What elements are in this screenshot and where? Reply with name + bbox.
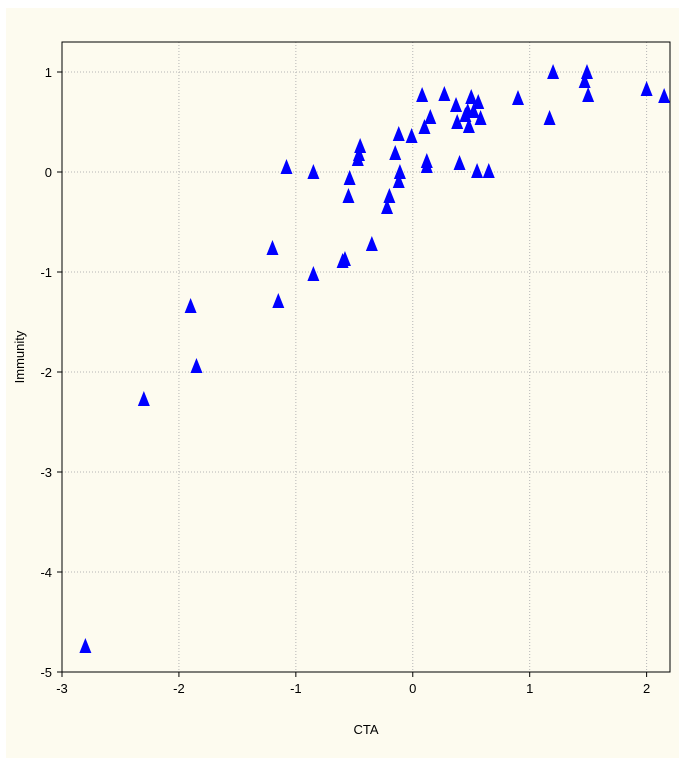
y-tick-label: -3 [40,465,52,480]
data-point-marker [354,138,367,153]
x-axis-ticks: -3 -2 -1 0 1 2 [56,672,650,696]
data-point-marker [280,159,293,174]
data-point-marker [383,188,396,203]
x-tick-label: 1 [526,681,533,696]
data-point-marker [389,145,402,160]
y-tick-label: 1 [45,65,52,80]
plot-area-border [61,41,671,673]
data-point-marker [365,236,378,251]
data-point-marker [472,94,485,109]
data-point-marker [467,103,480,118]
data-point-marker [392,126,405,141]
y-tick-label: -1 [40,265,52,280]
data-point-marker [438,86,451,101]
y-tick-label: -2 [40,365,52,380]
x-tick-label: -1 [290,681,302,696]
data-point-marker [450,97,463,112]
x-axis-title: CTA [353,722,378,737]
data-point-marker [342,188,355,203]
data-point-marker [137,391,150,406]
x-tick-label: 2 [643,681,650,696]
y-tick-label: 0 [45,165,52,180]
data-point-marker [190,358,203,373]
y-axis-title: Immunity [12,330,27,383]
data-point-marker [418,119,431,134]
data-point-marker [352,146,365,161]
data-point-marker [658,88,671,103]
data-point-marker [451,114,464,129]
data-point-marker [184,298,197,313]
y-axis-ticks: -5 -4 -3 -2 -1 0 1 [40,65,62,680]
data-point-marker [580,64,593,79]
data-point-marker [393,164,406,179]
x-tick-label: -3 [56,681,68,696]
data-point-marker [471,163,484,178]
data-point-marker [343,170,356,185]
data-point-marker [547,64,560,79]
chart-frame: -3 -2 -1 0 1 2 -5 -4 -3 -2 -1 0 1 CTA Immunity [6,8,679,758]
y-tick-label: -4 [40,565,52,580]
data-point-marker [453,155,466,170]
data-point-marker [512,90,524,105]
data-point-marker [465,89,478,104]
data-point-marker [640,81,653,96]
data-point-marker [272,293,285,308]
data-point-marker [482,163,495,178]
grid-lines [62,42,670,672]
data-point-marker [307,266,320,281]
data-point-marker [474,110,487,125]
scatter-plot: -3 -2 -1 0 1 2 -5 -4 -3 -2 -1 0 1 CTA Immunity [12,41,671,737]
data-point-marker [582,87,595,102]
x-tick-label: 0 [409,681,416,696]
data-point-marker [424,109,437,124]
data-points [79,64,671,653]
y-tick-label: -5 [40,665,52,680]
data-point-marker [578,73,591,88]
data-point-marker [543,110,556,125]
data-point-marker [392,173,405,188]
data-point-marker [462,118,475,133]
data-point-marker [416,87,429,102]
data-point-marker [420,158,433,173]
data-point-marker [266,240,279,255]
x-tick-label: -2 [173,681,185,696]
data-point-marker [79,638,92,653]
data-point-marker [338,251,351,266]
data-point-marker [381,199,394,214]
data-point-marker [307,164,320,179]
data-point-marker [405,128,418,143]
